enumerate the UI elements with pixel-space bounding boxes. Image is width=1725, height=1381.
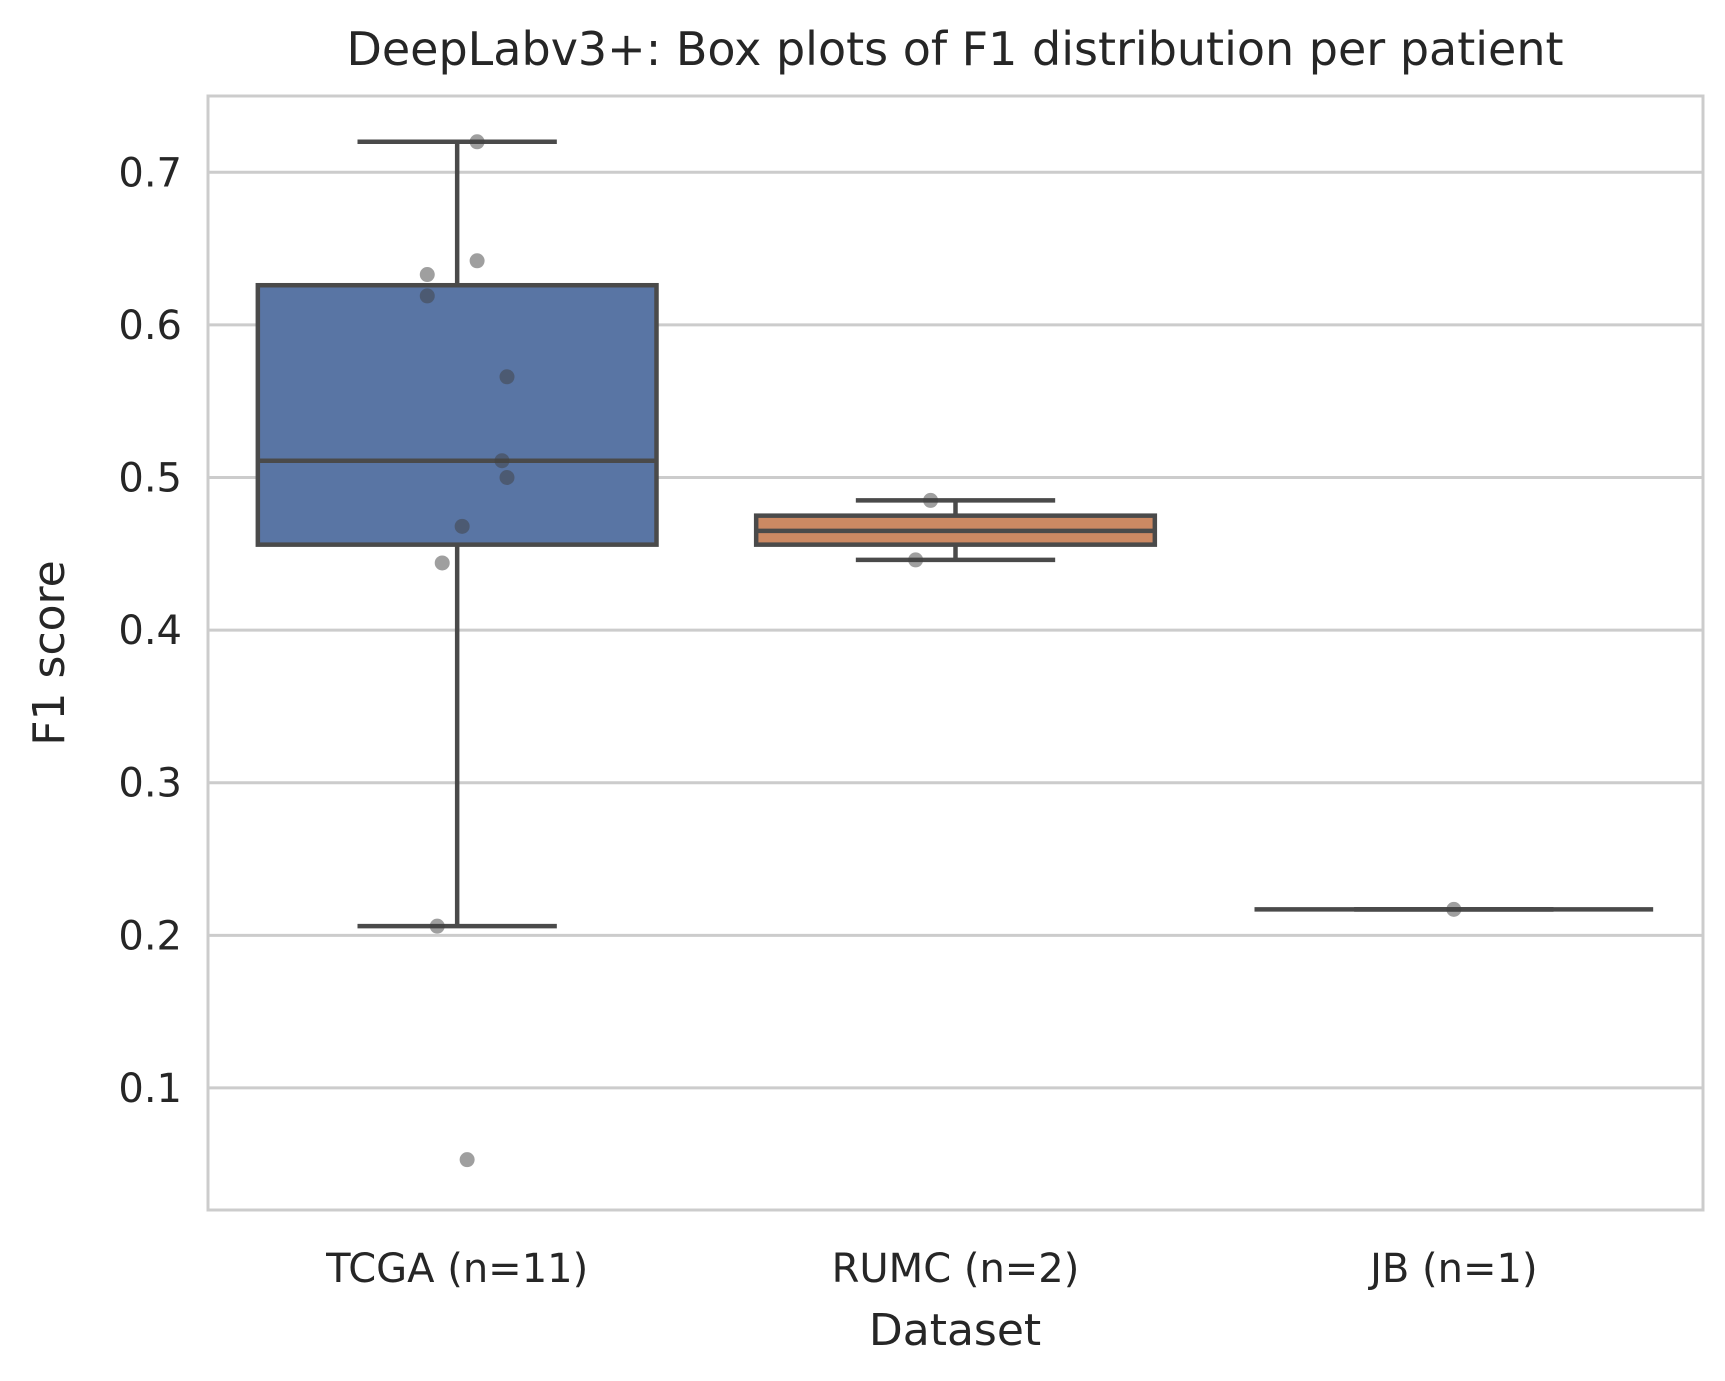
x-tick-label: JB (n=1) xyxy=(1367,1246,1537,1292)
plot-frame xyxy=(206,94,1705,1212)
x-tick-labels: TCGA (n=11) RUMC (n=2) JB (n=1) xyxy=(325,1246,1537,1292)
y-tick-label: 0.6 xyxy=(118,303,182,349)
data-point xyxy=(429,918,445,934)
data-point xyxy=(459,1152,475,1168)
y-tick-label: 0.2 xyxy=(118,913,182,959)
data-point xyxy=(499,470,515,486)
y-tick-label: 0.3 xyxy=(118,761,182,807)
x-axis-label: Dataset xyxy=(869,1305,1041,1356)
data-point xyxy=(419,267,435,283)
x-tick-label: TCGA (n=11) xyxy=(325,1246,588,1292)
plot-background xyxy=(208,96,1703,1210)
data-point xyxy=(494,453,510,469)
data-point xyxy=(499,369,515,385)
data-point xyxy=(469,134,485,150)
data-point xyxy=(923,492,939,508)
y-tick-labels: 0.1 0.2 0.3 0.4 0.5 0.6 0.7 xyxy=(118,150,182,1112)
box-body xyxy=(255,282,659,547)
x-tick-label: RUMC (n=2) xyxy=(832,1246,1080,1292)
chart-title: DeepLabv3+: Box plots of F1 distribution… xyxy=(346,22,1563,76)
y-tick-label: 0.5 xyxy=(118,456,182,502)
y-tick-label: 0.1 xyxy=(118,1066,182,1112)
data-point xyxy=(434,555,450,571)
data-point xyxy=(454,518,470,534)
data-point xyxy=(1446,901,1462,917)
y-axis-label: F1 score xyxy=(24,560,75,746)
y-tick-label: 0.7 xyxy=(118,150,182,196)
data-point xyxy=(469,253,485,269)
y-tick-label: 0.4 xyxy=(118,608,182,654)
data-points xyxy=(419,134,1462,1168)
data-point xyxy=(419,288,435,304)
box-plots xyxy=(255,139,1654,929)
data-point xyxy=(908,552,924,568)
